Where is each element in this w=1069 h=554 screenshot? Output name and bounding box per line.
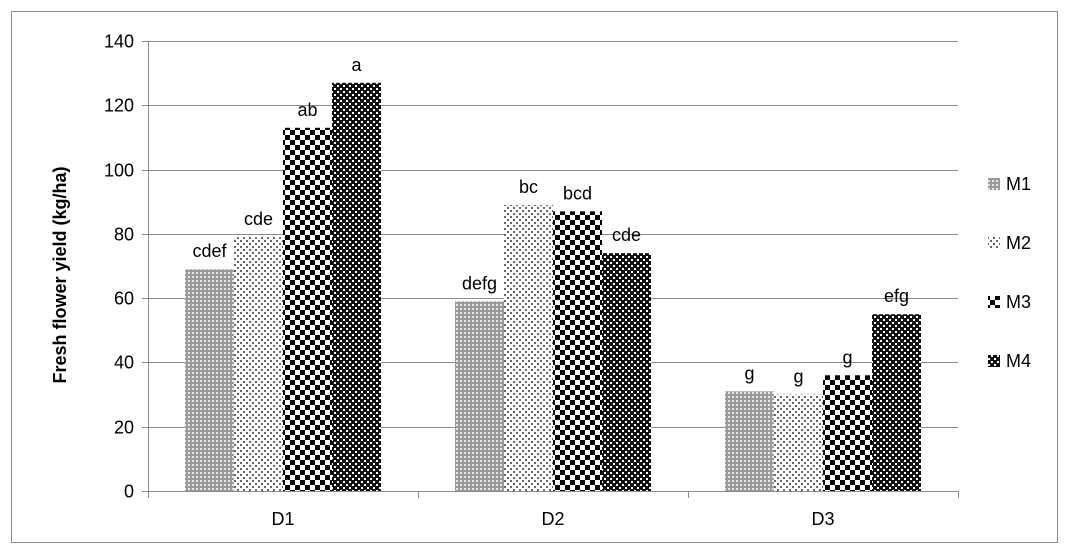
bars xyxy=(185,82,921,492)
legend-swatch-m1 xyxy=(988,178,1000,190)
legend: M1 M2 M3 M4 xyxy=(988,174,1031,371)
y-tick-label: 0 xyxy=(124,482,134,502)
y-tick-label: 140 xyxy=(104,32,134,52)
chart-border xyxy=(11,11,1058,543)
x-tick-label: D2 xyxy=(541,509,564,529)
bar-m4-d2 xyxy=(602,253,651,491)
significance-label: cde xyxy=(244,209,273,229)
bar-m4-d3 xyxy=(872,314,921,491)
significance-label: bcd xyxy=(563,183,592,203)
y-tick-label: 40 xyxy=(114,353,134,373)
significance-label: efg xyxy=(884,286,909,306)
legend-label-m4: M4 xyxy=(1006,351,1031,371)
legend-label-m2: M2 xyxy=(1006,233,1031,253)
significance-label: cde xyxy=(612,225,641,245)
bar-m4-d1 xyxy=(332,82,381,492)
significance-label: g xyxy=(744,363,754,383)
y-tick-label: 80 xyxy=(114,225,134,245)
axes: 0 20 40 60 80 100 120 140 D1 D2 D3 xyxy=(104,32,959,529)
bar-m2-d3 xyxy=(774,394,823,491)
significance-label: g xyxy=(842,347,852,367)
significance-label: a xyxy=(351,55,362,75)
legend-swatch-m4 xyxy=(988,355,1000,367)
bar-m1-d1 xyxy=(185,269,234,491)
y-tick-label: 60 xyxy=(114,289,134,309)
legend-swatch-m3 xyxy=(988,296,1000,308)
legend-label-m1: M1 xyxy=(1006,174,1031,194)
significance-label: cdef xyxy=(192,241,227,261)
legend-swatch-m2 xyxy=(988,237,1000,249)
bar-m2-d2 xyxy=(504,204,553,491)
y-tick-label: 100 xyxy=(104,161,134,181)
bar-m3-d1 xyxy=(283,127,332,492)
x-tick-label: D3 xyxy=(811,509,834,529)
significance-label: defg xyxy=(462,273,497,293)
y-tick-label: 20 xyxy=(114,418,134,438)
bar-m1-d2 xyxy=(455,301,504,491)
x-tick-label: D1 xyxy=(271,509,294,529)
legend-label-m3: M3 xyxy=(1006,292,1031,312)
bar-m2-d1 xyxy=(234,237,283,491)
significance-label: bc xyxy=(519,177,538,197)
bar-m3-d3 xyxy=(823,375,872,491)
bar-m1-d3 xyxy=(725,391,774,491)
y-tick-label: 120 xyxy=(104,96,134,116)
significance-label: g xyxy=(793,367,803,387)
y-axis-title: Fresh flower yield (kg/ha) xyxy=(50,166,70,383)
significance-label: ab xyxy=(297,100,317,120)
bar-m3-d2 xyxy=(553,211,602,491)
